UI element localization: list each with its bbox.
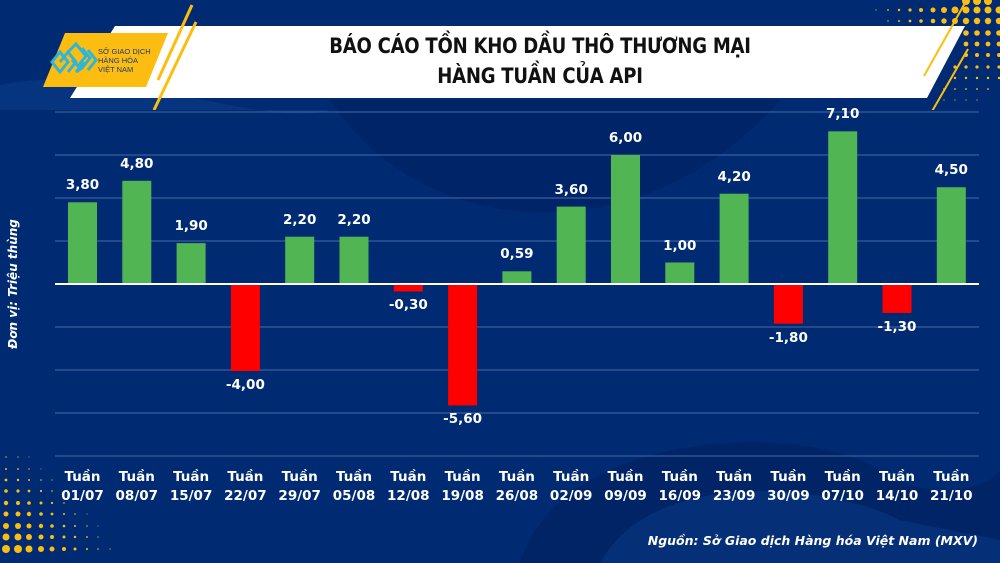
logo-line-3: VIỆT NAM bbox=[98, 65, 134, 74]
x-axis-tick-label: Tuần 12/08 bbox=[387, 469, 430, 504]
bar bbox=[719, 193, 749, 284]
chart-title: BÁO CÁO TỒN KHO DẦU THÔ THƯƠNG MẠI HÀNG … bbox=[222, 31, 858, 91]
x-axis-tick-label: Tuần 23/09 bbox=[712, 469, 756, 504]
accent-stripe bbox=[931, 48, 969, 110]
bar bbox=[68, 202, 97, 284]
x-axis-tick-label: Tuần 19/08 bbox=[441, 469, 484, 504]
x-axis-tick-label: Tuần 16/09 bbox=[658, 469, 702, 504]
x-axis-tick-label: Tuần 05/08 bbox=[332, 469, 376, 504]
x-axis-tick-label: Tuần 09/09 bbox=[604, 469, 647, 504]
value-label: 6,00 bbox=[608, 130, 643, 146]
value-label: 1,00 bbox=[663, 237, 697, 254]
value-label: 3,80 bbox=[65, 177, 100, 194]
x-axis-tick-label: Tuần 14/10 bbox=[875, 469, 919, 504]
bar bbox=[339, 236, 369, 284]
bar bbox=[773, 285, 803, 324]
accent-stripe bbox=[923, 2, 966, 77]
x-axis-tick-label: Tuần 22/07 bbox=[224, 469, 267, 504]
gridlines bbox=[55, 111, 979, 457]
x-axis-tick-label: Tuần 26/08 bbox=[495, 469, 539, 504]
bar bbox=[448, 285, 478, 406]
title-line-1: BÁO CÁO TỒN KHO DẦU THÔ THƯƠNG MẠI bbox=[329, 34, 751, 58]
bar bbox=[556, 206, 586, 284]
bar bbox=[611, 155, 640, 284]
bar bbox=[828, 131, 858, 284]
bar bbox=[502, 271, 532, 284]
x-axis-tick-label: Tuần 02/09 bbox=[549, 469, 593, 504]
x-axis-tick-label: Tuần 30/09 bbox=[767, 469, 810, 504]
x-axis-tick-label: Tuần 08/07 bbox=[115, 469, 159, 504]
value-label: -1,30 bbox=[877, 318, 917, 335]
value-label: 3,60 bbox=[554, 181, 588, 198]
bar bbox=[882, 285, 912, 313]
value-label: -0,30 bbox=[388, 297, 428, 314]
title-line-2: HÀNG TUẦN CỦA API bbox=[437, 64, 643, 88]
value-label: 4,80 bbox=[120, 155, 154, 172]
x-axis-tick-label: Tuần 07/10 bbox=[821, 469, 864, 504]
value-label: 0,59 bbox=[500, 246, 534, 263]
value-label: -5,60 bbox=[443, 411, 483, 428]
bar bbox=[936, 187, 966, 284]
x-axis-tick-label: Tuần 21/10 bbox=[930, 469, 973, 504]
value-label: 1,90 bbox=[174, 218, 208, 235]
value-label: -4,00 bbox=[225, 377, 265, 393]
value-label: 2,20 bbox=[283, 211, 317, 228]
halftone-dots-bottom-left bbox=[2, 456, 111, 553]
bar bbox=[285, 236, 315, 284]
bar bbox=[176, 243, 206, 284]
x-axis-tick-label: Tuần 29/07 bbox=[278, 469, 321, 504]
bar bbox=[393, 285, 423, 292]
title-banner-background bbox=[70, 26, 965, 98]
value-label: 7,10 bbox=[826, 106, 860, 123]
x-axis-tick-label: Tuần 15/07 bbox=[169, 469, 213, 504]
mxv-logo-icon bbox=[50, 41, 98, 75]
halftone-dots-top-right bbox=[875, 0, 1000, 101]
logo-line-1: SỞ GIAO DỊCH bbox=[98, 47, 151, 56]
bars bbox=[68, 131, 966, 406]
value-label: 2,20 bbox=[337, 211, 371, 228]
value-label: 4,20 bbox=[717, 168, 751, 185]
x-axis-tick-label: Tuần 01/07 bbox=[61, 469, 104, 504]
header-banner bbox=[43, 2, 969, 110]
bar bbox=[230, 285, 260, 371]
logo-text: SỞ GIAO DỊCH HÀNG HÓA VIỆT NAM bbox=[98, 47, 151, 74]
source-note: Nguồn: Sở Giao dịch Hàng hóa Việt Nam (M… bbox=[647, 533, 978, 548]
value-label: -1,80 bbox=[768, 329, 808, 346]
accent-stripe bbox=[152, 21, 198, 110]
bar bbox=[122, 180, 152, 284]
bar bbox=[665, 262, 695, 284]
value-label: 4,50 bbox=[934, 162, 968, 179]
accent-stripe bbox=[156, 4, 194, 81]
logo-line-2: HÀNG HÓA bbox=[98, 56, 139, 65]
